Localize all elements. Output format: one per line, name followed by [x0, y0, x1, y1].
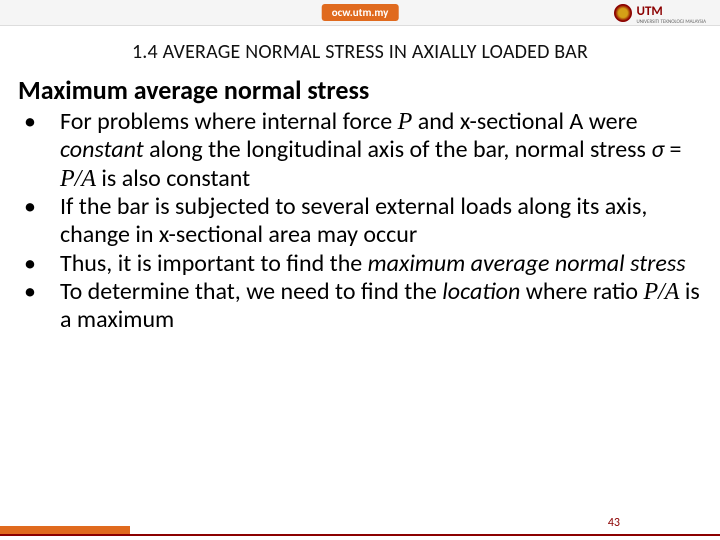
text: is also constant — [96, 164, 250, 193]
list-item: • To determine that, we need to find the… — [18, 278, 702, 335]
utm-logo: UTM UNIVERSITI TEKNOLOGI MALAYSIA — [614, 1, 706, 25]
bullet-dot: • — [18, 193, 60, 221]
text: For problems where internal force — [60, 107, 398, 136]
utm-logo-text: UTM — [636, 4, 662, 19]
text: If the bar is subjected to several exter… — [60, 192, 647, 249]
symbol-PA: P/A — [60, 166, 96, 192]
text: = — [664, 135, 681, 164]
footer-rule — [0, 534, 720, 536]
slide-footer: 43 — [0, 516, 720, 540]
symbol-PA: P/A — [643, 279, 679, 305]
text: where ratio — [520, 277, 643, 306]
top-bar: ocw.utm.my UTM UNIVERSITI TEKNOLOGI MALA… — [0, 0, 720, 26]
section-title: 1.4 AVERAGE NORMAL STRESS IN AXIALLY LOA… — [0, 40, 720, 64]
slide-content: Maximum average normal stress • For prob… — [0, 64, 720, 335]
text: and x-sectional A were — [412, 107, 637, 136]
slide-heading: Maximum average normal stress — [18, 74, 702, 106]
footer-accent-bar — [0, 526, 130, 534]
bullet-dot: • — [18, 108, 60, 136]
bullet-dot: • — [18, 250, 60, 278]
list-item: • Thus, it is important to find the maxi… — [18, 250, 702, 278]
symbol-sigma: σ — [651, 135, 664, 164]
emphasis: constant — [60, 135, 144, 164]
list-item: • If the bar is subjected to several ext… — [18, 193, 702, 250]
bullet-dot: • — [18, 278, 60, 306]
utm-crest-icon — [614, 4, 632, 22]
utm-logo-subtext: UNIVERSITI TEKNOLOGI MALAYSIA — [636, 20, 706, 25]
text: Thus, it is important to find the — [60, 249, 368, 278]
emphasis: location — [442, 277, 520, 306]
bullet-list: • For problems where internal force P an… — [18, 108, 702, 335]
symbol-P: P — [398, 109, 413, 135]
text: along the longitudinal axis of the bar, … — [144, 135, 652, 164]
page-number: 43 — [608, 516, 620, 530]
emphasis: maximum average normal stress — [368, 249, 686, 278]
ocw-badge: ocw.utm.my — [322, 4, 399, 21]
list-item: • For problems where internal force P an… — [18, 108, 702, 193]
text: To determine that, we need to find the — [60, 277, 442, 306]
